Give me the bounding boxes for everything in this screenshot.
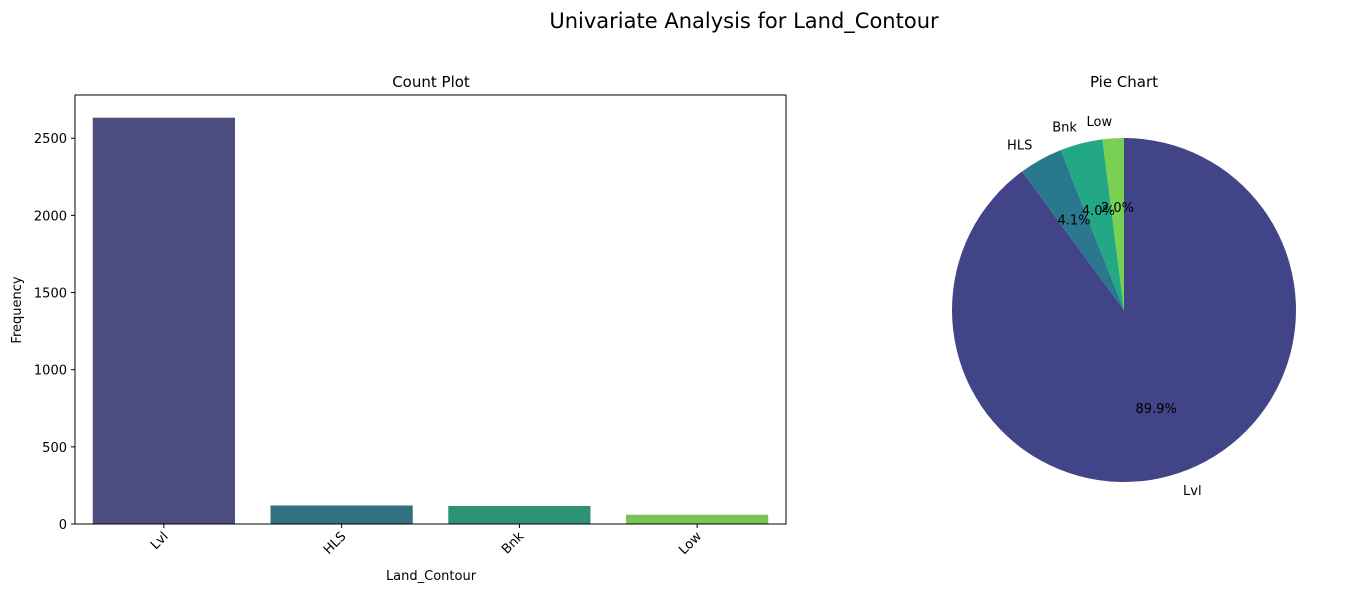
x-tick-label: HLS [321,529,349,557]
pie-chart-title: Pie Chart [1090,73,1158,91]
x-tick-label: Lvl [148,529,172,553]
y-tick-label: 2000 [34,209,67,224]
pie-chart: Pie Chart Lvl 89.9% HLS 4.1% Bnk 4.0% Low 2.0% [952,73,1297,499]
pie-slices [952,138,1297,482]
pie-percent-label: 2.0% [1101,201,1134,216]
bar-bnk [448,505,591,524]
y-tick-label: 500 [42,441,67,456]
bar-hls [270,505,413,524]
x-tick-label: Bnk [499,529,527,557]
bar-lvl [92,117,235,524]
x-tick-label: Low [676,529,705,558]
y-tick-label: 1000 [34,364,67,379]
figure-title: Univariate Analysis for Land_Contour [549,9,939,34]
pie-label: HLS [1007,138,1032,153]
pie-label: Low [1087,115,1113,130]
pie-percent-label: 89.9% [1136,402,1177,417]
bar-series [92,117,769,524]
count-plot: Count Plot 0 500 1000 1500 2000 2500 Lvl HLS Bn… [10,73,787,584]
pie-labels: Lvl 89.9% HLS 4.1% Bnk 4.0% Low 2.0% [1007,115,1202,499]
count-plot-frame [74,94,787,525]
pie-label: Bnk [1052,121,1077,136]
pie-label: Lvl [1183,484,1202,499]
x-axis-ticks: Lvl HLS Bnk Low [148,524,705,558]
pie-percent-label: 4.1% [1057,214,1090,229]
y-tick-label: 1500 [34,287,67,302]
y-tick-label: 2500 [34,132,67,147]
pie-slice-hls [1022,150,1124,310]
pie-slice-bnk [1060,139,1124,310]
pie-slice-low [1102,138,1124,310]
bar-low [626,514,769,524]
count-plot-title: Count Plot [392,73,470,91]
pie-percent-label: 4.0% [1082,204,1115,219]
y-tick-label: 0 [59,518,67,533]
y-axis-ticks: 0 500 1000 1500 2000 2500 [34,132,75,533]
x-axis-label: Land_Contour [386,569,477,584]
y-axis-label: Frequency [10,276,25,343]
